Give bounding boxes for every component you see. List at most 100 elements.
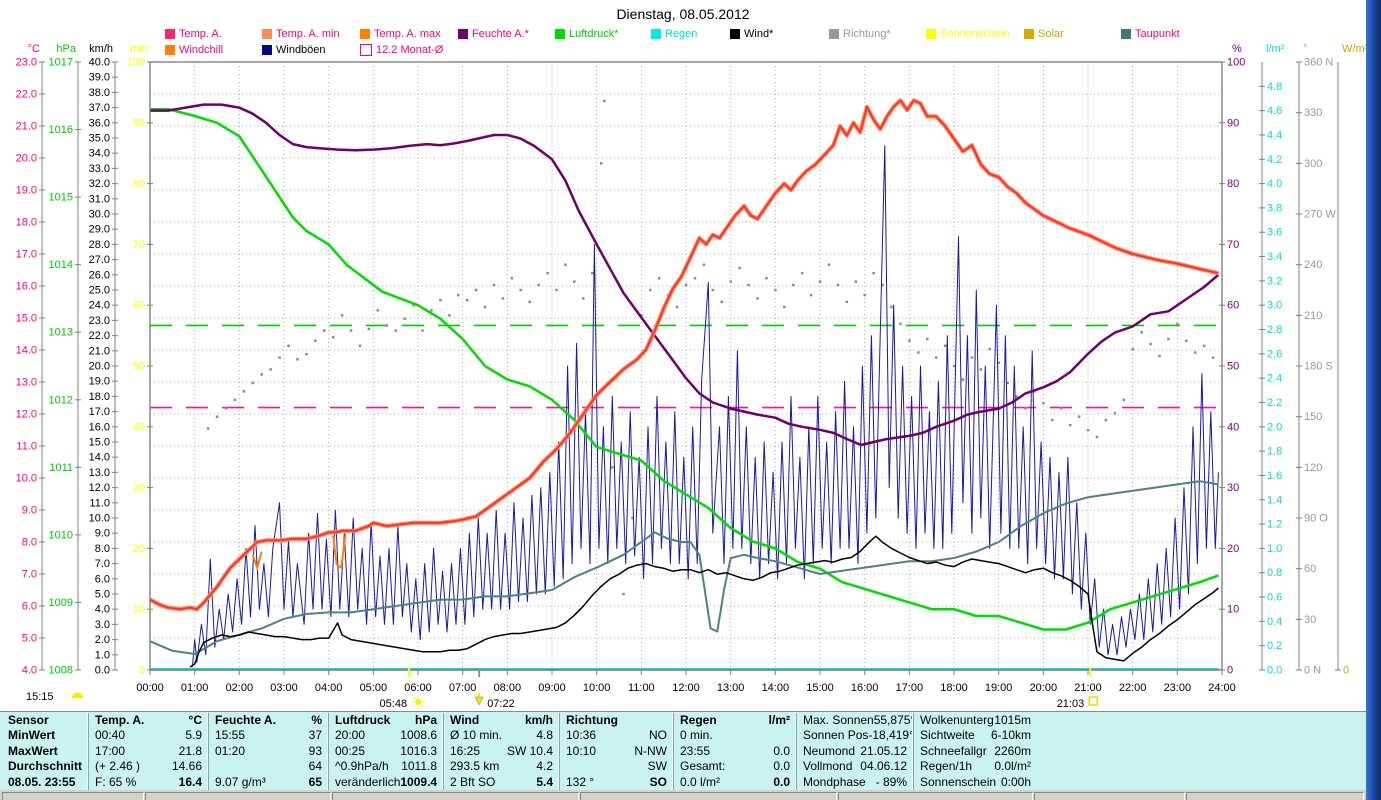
svg-text:°C: °C	[28, 43, 40, 55]
svg-text:80: 80	[1227, 178, 1239, 190]
table-row: SW	[647, 759, 667, 774]
svg-text:24.0: 24.0	[89, 300, 110, 312]
table-row: Sonnen Pos -18,419°	[803, 728, 912, 743]
svg-text:02:00: 02:00	[226, 682, 254, 694]
statistics-table: Sensor MinWert MaxWert Durchschnitt 08.05. 2…	[0, 711, 1366, 792]
sun-below-horizon-icon	[1088, 696, 1099, 706]
statusbar-segment	[145, 792, 331, 800]
svg-text:22.0: 22.0	[89, 330, 110, 342]
axis-hPa: hPa 1008 1009 1010 1011 1012 1013 1014 1015 1016 1…	[49, 43, 81, 677]
svg-text:30.0: 30.0	[89, 209, 110, 221]
svg-text:16:00: 16:00	[851, 682, 879, 694]
weather-chart[interactable]: °C 4.0 5.0 6.0 7.0 8.0 9.0 10.0 11.0 12.0 13.0 14.0…	[0, 0, 1381, 712]
table-row: 00:40 5.9	[95, 728, 202, 743]
svg-text:4.0: 4.0	[22, 665, 37, 677]
svg-text:10: 10	[133, 604, 145, 616]
svg-text:330: 330	[1304, 107, 1322, 119]
svg-text:3.0: 3.0	[1267, 300, 1282, 312]
series-luftdruck	[150, 108, 1219, 631]
svg-text:8.0: 8.0	[22, 537, 37, 549]
table-row: 0.0 l/m² 0.0	[680, 774, 790, 789]
svg-text:6.0: 6.0	[95, 573, 110, 585]
svg-text:08:00: 08:00	[494, 682, 522, 694]
legend-label: Regen	[665, 28, 698, 40]
svg-text:8.0: 8.0	[95, 543, 110, 555]
svg-text:1010: 1010	[49, 529, 73, 541]
legend-label: Windchill	[179, 44, 224, 56]
table-column-wind: Wind km/h Ø 10 min. 4.8 16:25 SW 10.4 293.5 km…	[443, 713, 558, 790]
svg-text:120: 120	[1304, 462, 1322, 474]
legend-item-temp-a-: Temp. A.	[165, 28, 222, 40]
series-feuchte	[150, 103, 1220, 447]
svg-text:26.0: 26.0	[89, 269, 110, 281]
table-row: 20:00 1008.6	[335, 728, 437, 743]
statusbar-segment	[838, 792, 1033, 800]
svg-text:13:00: 13:00	[717, 682, 745, 694]
svg-text:100: 100	[1227, 57, 1245, 69]
legend-item-windchill: Windchill	[165, 44, 223, 56]
svg-text:2.8: 2.8	[1267, 324, 1282, 336]
table-row: 00:25 1016.3	[335, 743, 437, 758]
svg-text:0.0: 0.0	[1267, 665, 1282, 677]
table-row: Gesamt: 0.0	[680, 759, 790, 774]
table-row: Sonnenschein 0:00h	[920, 774, 1031, 789]
svg-text:50: 50	[1227, 361, 1239, 373]
svg-text:21:00: 21:00	[1074, 682, 1102, 694]
legend-item-richtung-: Richtung*	[829, 28, 891, 40]
svg-text:5.0: 5.0	[22, 633, 37, 645]
svg-text:60: 60	[133, 300, 145, 312]
svg-text:10.0: 10.0	[16, 473, 37, 485]
legend-swatch-icon	[730, 29, 740, 39]
legend-item-temp-a-min: Temp. A. min	[262, 28, 340, 40]
svg-text:7.0: 7.0	[95, 558, 110, 570]
svg-text:12.0: 12.0	[89, 482, 110, 494]
svg-text:07:22: 07:22	[487, 698, 515, 710]
svg-text:60: 60	[1304, 563, 1316, 575]
table-row: 01:20 93	[215, 743, 322, 758]
legend-label: 12.2 Monat-Ø	[376, 44, 444, 56]
svg-text:28.0: 28.0	[89, 239, 110, 251]
svg-text:40: 40	[1227, 421, 1239, 433]
svg-text:10.0: 10.0	[89, 513, 110, 525]
legend-label: Taupunkt	[1135, 28, 1180, 40]
svg-text:30: 30	[1304, 614, 1316, 626]
series-windboeen	[191, 145, 1219, 668]
svg-text:17.0: 17.0	[16, 249, 37, 261]
legend-label: Wind*	[744, 28, 774, 40]
svg-text:33.0: 33.0	[89, 163, 110, 175]
legend-label: Temp. A. min	[276, 28, 340, 40]
table-row: 293.5 km 4.2	[450, 759, 553, 774]
svg-text:40.0: 40.0	[89, 57, 110, 69]
svg-text:50: 50	[133, 361, 145, 373]
legend-item-sonnenschein: Sonnenschein	[926, 28, 1010, 40]
svg-text:%: %	[1232, 43, 1242, 55]
svg-text:12.0: 12.0	[16, 409, 37, 421]
svg-text:27.0: 27.0	[89, 254, 110, 266]
svg-text:2.2: 2.2	[1267, 397, 1282, 409]
legend-swatch-icon	[262, 29, 272, 39]
svg-text:20: 20	[133, 543, 145, 555]
svg-text:1012: 1012	[49, 394, 73, 406]
svg-text:4.2: 4.2	[1267, 154, 1282, 166]
table-row: 132 ° SO	[566, 774, 667, 789]
svg-text:15.0: 15.0	[16, 313, 37, 325]
svg-text:20.0: 20.0	[16, 153, 37, 165]
svg-text:30: 30	[133, 482, 145, 494]
window-border	[1366, 0, 1381, 800]
svg-text:13.0: 13.0	[89, 467, 110, 479]
svg-text:90 O: 90 O	[1304, 513, 1328, 525]
svg-text:19.0: 19.0	[89, 376, 110, 388]
svg-text:30: 30	[1227, 482, 1239, 494]
svg-text:29.0: 29.0	[89, 224, 110, 236]
table-row: Sichtweite 6-10km	[920, 728, 1031, 743]
table-row: MaxWert	[8, 743, 58, 758]
legend-swatch-icon	[829, 29, 839, 39]
svg-text:70: 70	[1227, 239, 1239, 251]
svg-text:32.0: 32.0	[89, 178, 110, 190]
series-wind	[189, 535, 1219, 668]
svg-text:4.0: 4.0	[1267, 178, 1282, 190]
svg-text:3.2: 3.2	[1267, 275, 1282, 287]
legend-item-regen: Regen	[651, 28, 697, 40]
svg-text:22.0: 22.0	[16, 89, 37, 101]
axis-kmh: km/h 0.0 1.0 2.0 3.0 4.0 5.0 6.0 7.0 8.0 9.0 10.0 11…	[89, 43, 118, 677]
